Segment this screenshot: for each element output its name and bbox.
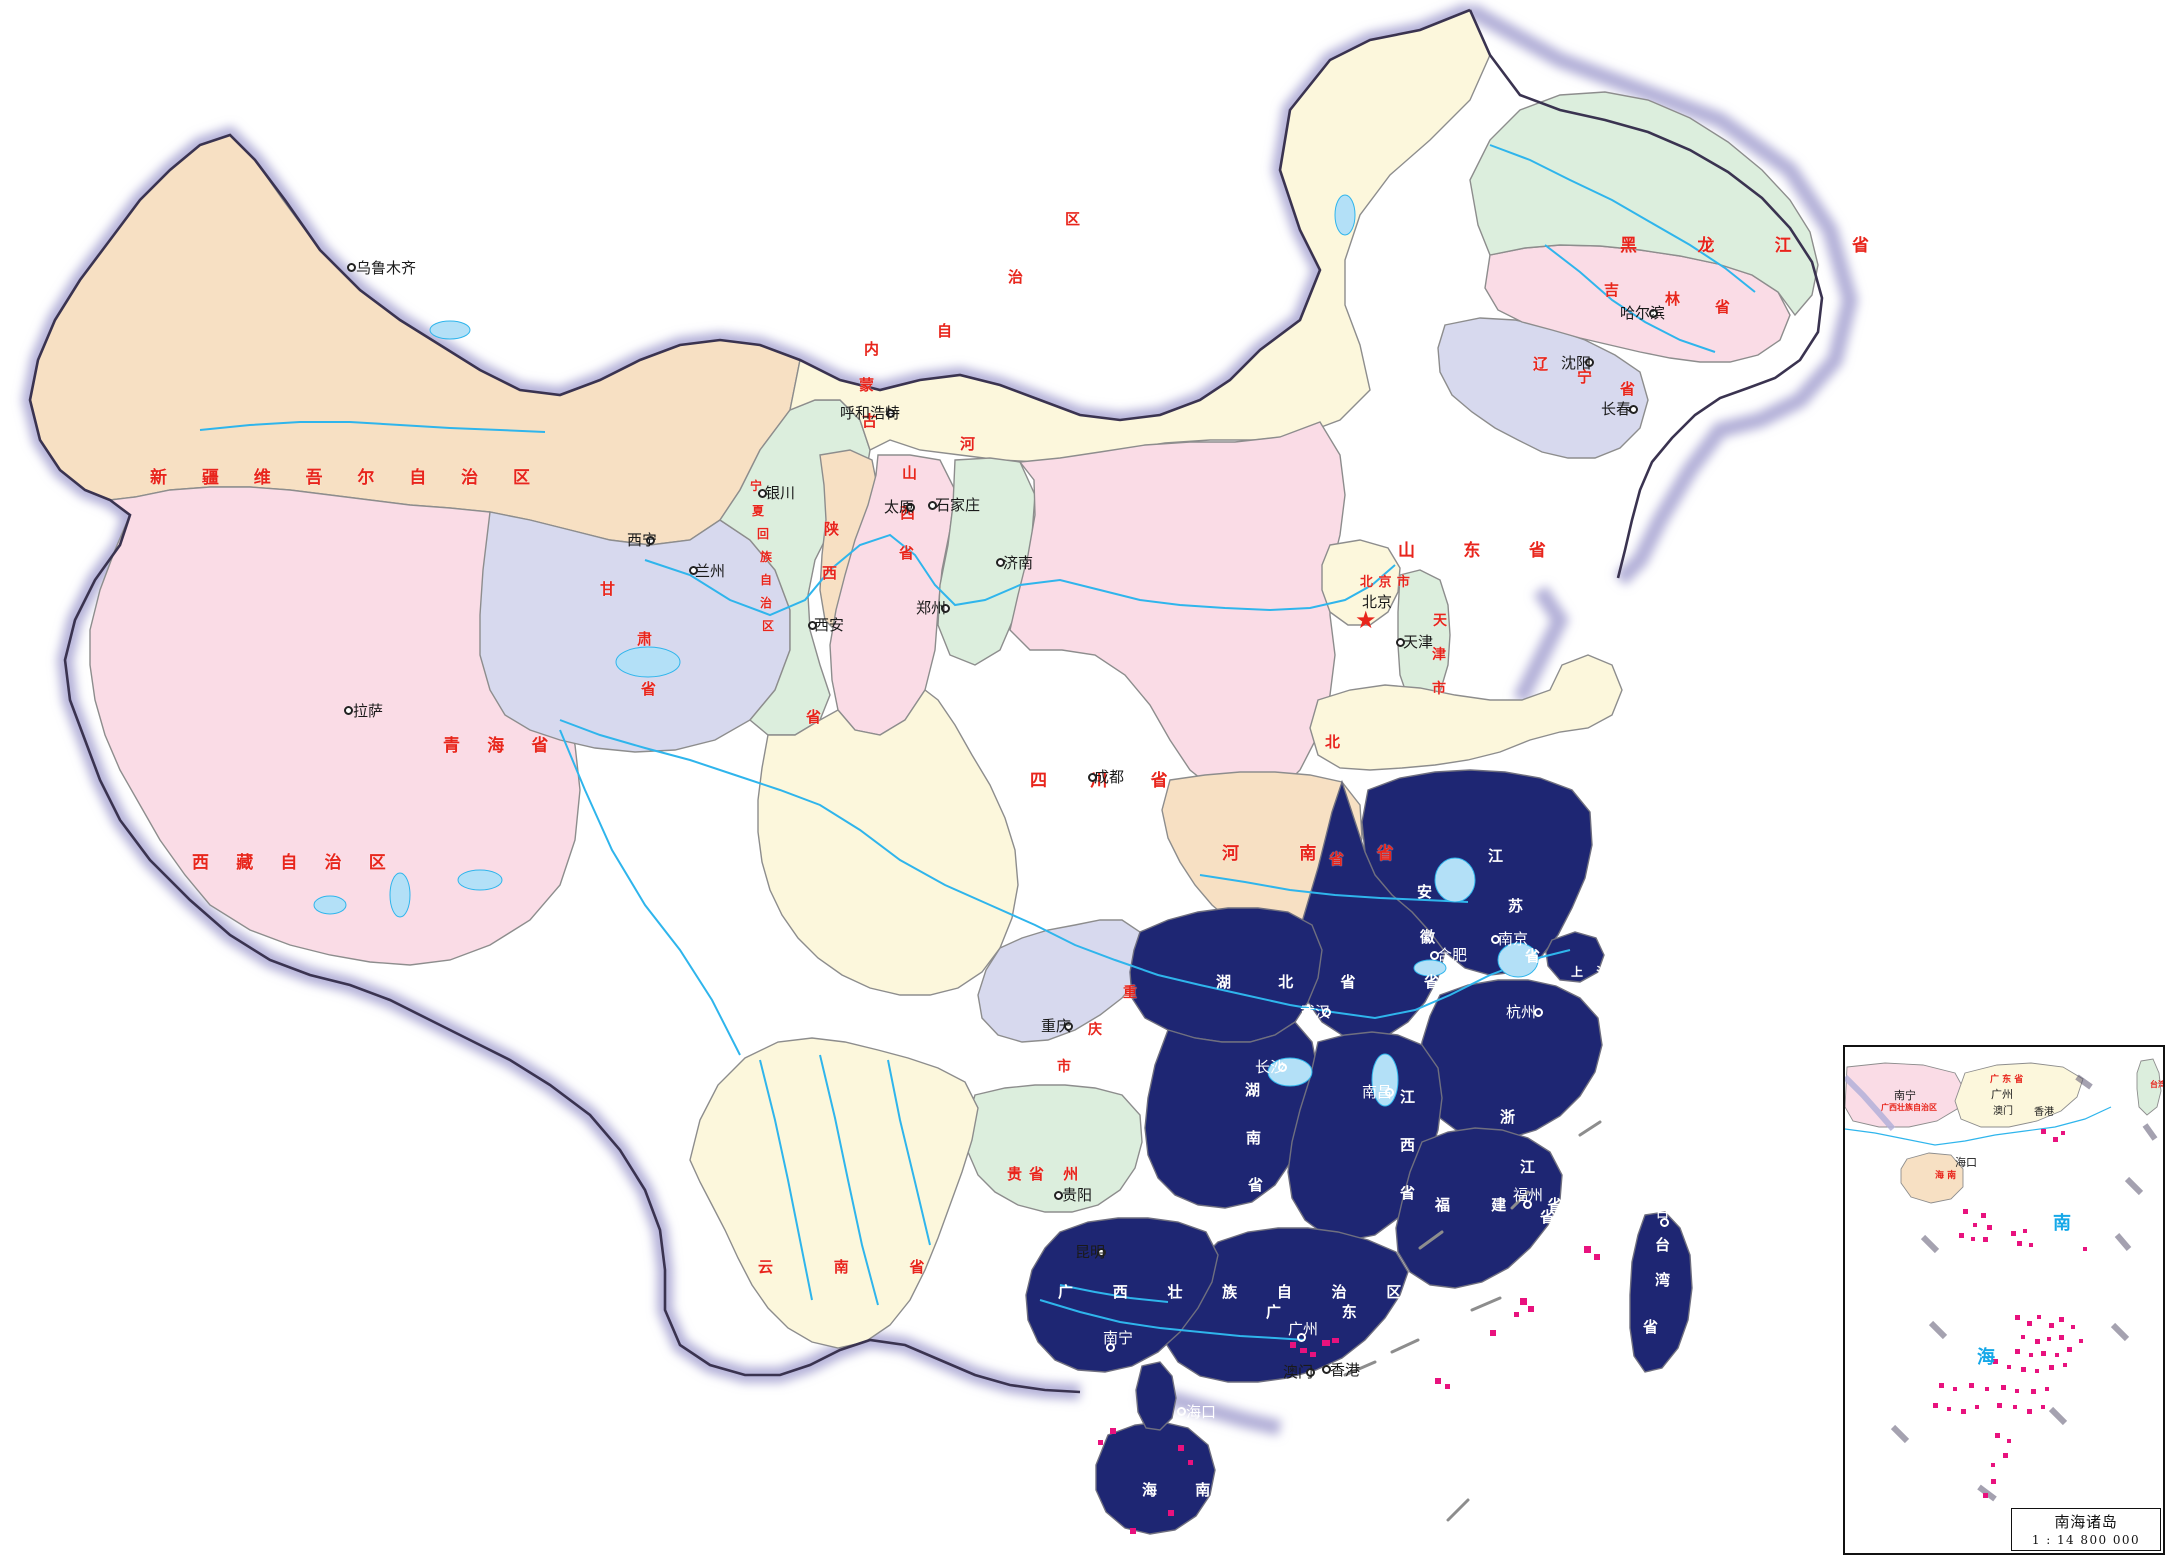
municipality-beijing [1321, 539, 1401, 626]
lake-hulun [1334, 194, 1356, 236]
inset-title-box: 南海诸岛 1 : 14 800 000 [2011, 1508, 2161, 1551]
capital-star-icon: ★ [1355, 606, 1377, 634]
highlighted-provinces [1025, 769, 1693, 1535]
pearl-river [1039, 1299, 1306, 1341]
lake-namco [313, 895, 347, 915]
inset-coast [1845, 1106, 2112, 1146]
city-dot-icon [1306, 1368, 1315, 1377]
xijiang-river [1059, 1284, 1169, 1303]
inset-title-text: 南海诸岛 [2054, 1513, 2118, 1531]
songhua-river [1544, 244, 1716, 353]
city-dot-icon [1064, 1022, 1073, 1031]
inset-scale-text: 1 : 14 800 000 [2031, 1533, 2141, 1547]
city-dot-icon [1088, 773, 1097, 782]
huaihe-river [1199, 874, 1469, 903]
province-shanxi [937, 457, 1036, 666]
province-qinghai [479, 511, 791, 753]
lake-siling [389, 872, 411, 918]
province-guangxi [1025, 1217, 1219, 1373]
city-dot-icon [1054, 1191, 1063, 1200]
city-dot-icon [1385, 1088, 1394, 1097]
city-dot-icon [996, 558, 1005, 567]
province-guizhou [965, 1084, 1143, 1213]
lake-hongze [1434, 857, 1476, 903]
city-dot-icon [344, 706, 353, 715]
province-sichuan [757, 688, 1019, 996]
lake-lhanag [457, 869, 503, 891]
city-dot-icon [906, 503, 915, 512]
lancang-river [559, 729, 741, 1056]
city-dot-icon [646, 536, 655, 545]
city-dot-icon [1491, 935, 1500, 944]
province-fills [29, 9, 1819, 1349]
rivers [199, 144, 1756, 1341]
lake-poyang [1371, 1053, 1399, 1107]
city-dot-icon [1430, 951, 1439, 960]
lakes [313, 194, 1539, 1107]
leizhou-peninsula [1135, 1361, 1177, 1431]
city-dot-icon [1629, 405, 1638, 414]
national-border [28, 8, 1824, 1394]
city-dot-icon [1322, 1008, 1331, 1017]
province-zhejiang [1417, 979, 1603, 1139]
lake-dongting [1267, 1057, 1313, 1087]
province-taiwan [1629, 1211, 1693, 1373]
national-border-halo [21, 2, 1859, 1436]
inset-islands [1933, 1129, 2087, 1498]
city-dot-icon [1106, 1343, 1115, 1352]
province-heilongjiang [1469, 91, 1819, 317]
city-dot-icon [347, 263, 356, 272]
city-dot-icon [1097, 1248, 1106, 1257]
city-dot-icon [1177, 1407, 1186, 1416]
province-tibet [89, 486, 581, 966]
inset-nine-dash-line [1890, 1074, 2158, 1502]
city-dot-icon [1297, 1333, 1306, 1342]
city-dot-icon [1534, 1008, 1543, 1017]
inset-hainan [1900, 1152, 1964, 1204]
yellow-river [644, 533, 1396, 617]
city-dot-icon [808, 621, 817, 630]
city-dot-icon [1660, 1218, 1669, 1227]
city-dot-icon [1278, 1063, 1287, 1072]
city-dot-icon [941, 604, 950, 613]
province-hebei [1009, 421, 1346, 801]
city-dot-icon [689, 566, 698, 575]
municipality-tianjin [1397, 569, 1451, 706]
islands-main [1098, 1246, 1600, 1534]
lake-chaohu [1413, 959, 1447, 977]
yangtze-river [559, 719, 1571, 1020]
province-yunnan [689, 1037, 979, 1349]
city-dot-icon [1322, 1365, 1331, 1374]
municipality-chongqing [977, 919, 1146, 1043]
city-dot-icon [1523, 1200, 1532, 1209]
tarim-river [199, 421, 546, 433]
inset-halo [1845, 1074, 1896, 1131]
inset-canvas [1845, 1058, 2162, 1502]
nine-dash-line-main [1343, 1120, 1602, 1522]
city-dot-icon [1649, 309, 1658, 318]
inset-guangdong [1954, 1062, 2084, 1128]
city-dot-icon [1585, 358, 1594, 367]
city-dot-icon [1396, 638, 1405, 647]
city-dot-icon [928, 501, 937, 510]
yunnan-rivers-3 [887, 1059, 931, 1246]
yunnan-rivers-2 [819, 1054, 879, 1306]
amur-river [1489, 144, 1756, 293]
city-dot-icon [758, 489, 767, 498]
lake-bosten [429, 320, 471, 340]
province-inner-mongolia [789, 9, 1491, 463]
province-fujian [1395, 1127, 1563, 1289]
inset-taiwan [2136, 1058, 2162, 1116]
lake-qinghai [615, 646, 681, 678]
city-dot-icon [886, 409, 895, 418]
municipality-shanghai [1545, 931, 1605, 983]
lake-taihu [1497, 942, 1539, 978]
province-shandong [1309, 654, 1623, 771]
yunnan-rivers-1 [759, 1059, 813, 1301]
province-hainan [1095, 1421, 1216, 1535]
